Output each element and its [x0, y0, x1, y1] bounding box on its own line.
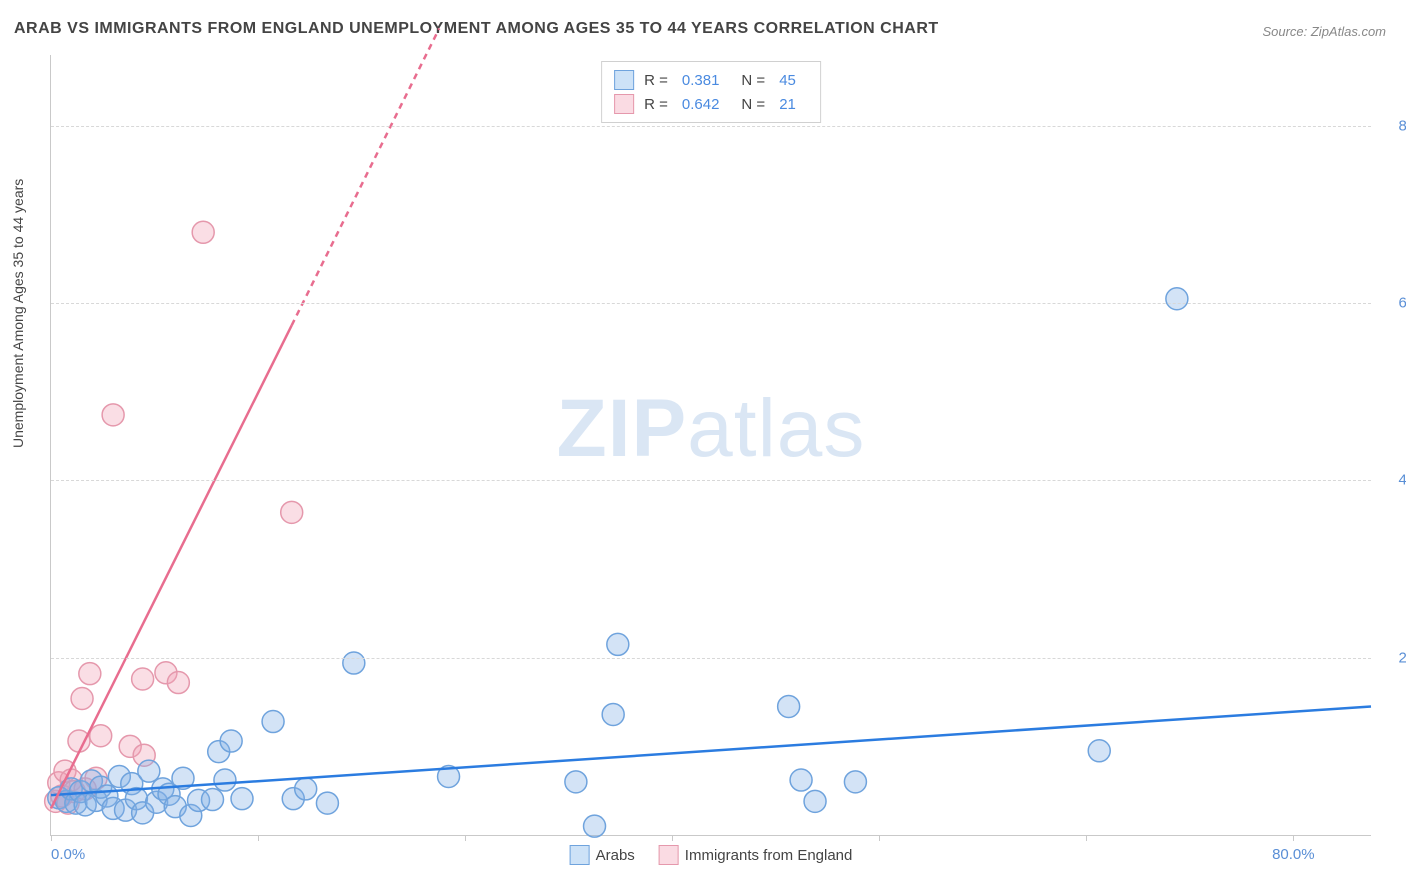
scatter-point — [602, 703, 624, 725]
stat-r-label: R = — [644, 96, 668, 113]
scatter-point — [214, 769, 236, 791]
stat-r-value: 0.381 — [682, 72, 720, 89]
y-tick-label: 60.0% — [1381, 295, 1406, 312]
stat-n-value: 21 — [779, 96, 796, 113]
scatter-point — [844, 771, 866, 793]
legend-swatch — [614, 70, 634, 90]
trend-line — [51, 706, 1371, 795]
y-tick-label: 80.0% — [1381, 117, 1406, 134]
stat-n-label: N = — [741, 72, 765, 89]
scatter-point — [192, 221, 214, 243]
scatter-point — [778, 695, 800, 717]
scatter-point — [79, 663, 101, 685]
scatter-point — [565, 771, 587, 793]
scatter-point — [68, 730, 90, 752]
scatter-point — [281, 501, 303, 523]
plot-svg — [51, 55, 1371, 835]
scatter-point — [167, 672, 189, 694]
x-tick — [51, 835, 52, 841]
x-tick — [1293, 835, 1294, 841]
grid-line-h — [51, 658, 1371, 659]
scatter-point — [295, 778, 317, 800]
scatter-point — [132, 668, 154, 690]
stat-r-value: 0.642 — [682, 96, 720, 113]
scatter-point — [343, 652, 365, 674]
x-tick — [672, 835, 673, 841]
x-tick — [879, 835, 880, 841]
scatter-point — [138, 760, 160, 782]
scatter-point — [220, 730, 242, 752]
y-axis-label: Unemployment Among Ages 35 to 44 years — [10, 179, 26, 448]
correlation-legend: R = 0.381 N = 45 R = 0.642 N = 21 — [601, 61, 821, 123]
series-label: Arabs — [596, 847, 635, 864]
grid-line-h — [51, 303, 1371, 304]
scatter-point — [71, 688, 93, 710]
grid-line-h — [51, 126, 1371, 127]
series-legend: Arabs Immigrants from England — [570, 845, 853, 865]
scatter-point — [262, 711, 284, 733]
series-legend-item: Immigrants from England — [659, 845, 853, 865]
x-tick-label: 0.0% — [51, 846, 85, 863]
stat-n-label: N = — [741, 96, 765, 113]
scatter-point — [1166, 288, 1188, 310]
y-tick-label: 20.0% — [1381, 649, 1406, 666]
correlation-legend-row: R = 0.381 N = 45 — [614, 68, 808, 92]
scatter-point — [90, 725, 112, 747]
scatter-point — [202, 789, 224, 811]
scatter-point — [804, 790, 826, 812]
series-label: Immigrants from England — [685, 847, 853, 864]
legend-swatch — [659, 845, 679, 865]
y-tick-label: 40.0% — [1381, 472, 1406, 489]
x-tick — [1086, 835, 1087, 841]
trend-line — [51, 325, 292, 808]
stat-n-value: 45 — [779, 72, 796, 89]
scatter-point — [231, 788, 253, 810]
scatter-point — [584, 815, 606, 837]
correlation-legend-row: R = 0.642 N = 21 — [614, 92, 808, 116]
scatter-point — [1088, 740, 1110, 762]
x-tick-label: 80.0% — [1272, 846, 1315, 863]
scatter-point — [607, 633, 629, 655]
trend-line — [292, 28, 440, 325]
legend-swatch — [614, 94, 634, 114]
series-legend-item: Arabs — [570, 845, 635, 865]
x-tick — [258, 835, 259, 841]
source-attribution: Source: ZipAtlas.com — [1262, 24, 1386, 39]
x-tick — [465, 835, 466, 841]
legend-swatch — [570, 845, 590, 865]
plot-area: ZIPatlas R =0.381N =45R =0.642N =21 Arab… — [50, 55, 1371, 836]
grid-line-h — [51, 480, 1371, 481]
scatter-point — [316, 792, 338, 814]
chart-title: ARAB VS IMMIGRANTS FROM ENGLAND UNEMPLOY… — [14, 20, 939, 38]
stat-r-label: R = — [644, 72, 668, 89]
scatter-point — [790, 769, 812, 791]
scatter-point — [102, 404, 124, 426]
chart-container: ARAB VS IMMIGRANTS FROM ENGLAND UNEMPLOY… — [0, 0, 1406, 892]
